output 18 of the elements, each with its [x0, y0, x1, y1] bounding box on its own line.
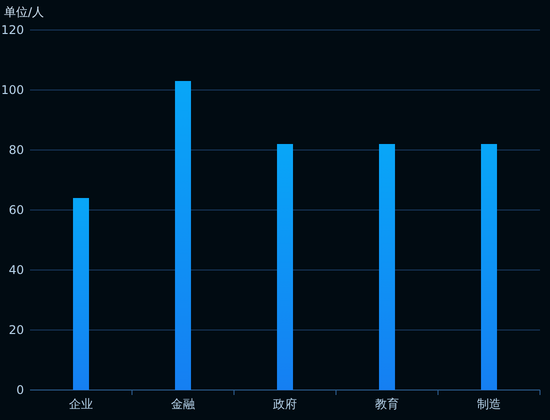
x-tick-label: 政府: [273, 397, 297, 411]
x-tick-label: 教育: [375, 397, 399, 411]
y-tick-label: 120: [1, 23, 24, 38]
bar: [379, 144, 395, 390]
x-tick-label: 金融: [171, 397, 195, 411]
bar: [175, 81, 191, 390]
bar: [73, 198, 89, 390]
x-tick-label: 企业: [69, 397, 93, 411]
bar: [481, 144, 497, 390]
y-tick-label: 0: [16, 383, 24, 398]
y-tick-label: 100: [1, 83, 24, 98]
y-tick-label: 60: [8, 203, 24, 218]
y-tick-label: 80: [8, 143, 24, 158]
y-axis-title: 单位/人: [4, 5, 44, 19]
y-tick-label: 20: [8, 323, 24, 338]
bar: [277, 144, 293, 390]
x-tick-label: 制造: [477, 397, 501, 411]
y-tick-label: 40: [8, 263, 24, 278]
